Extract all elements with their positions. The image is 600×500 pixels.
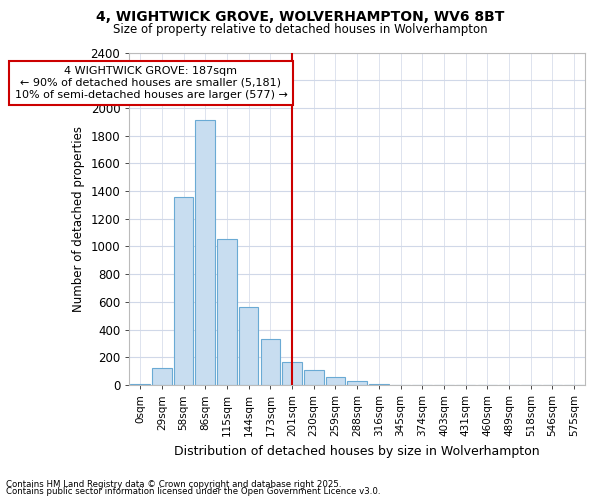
Bar: [196, 120, 215, 385]
Bar: [260, 338, 280, 385]
Bar: [217, 239, 237, 385]
Text: Contains HM Land Registry data © Crown copyright and database right 2025.: Contains HM Land Registry data © Crown c…: [6, 480, 341, 489]
Bar: [174, 198, 193, 385]
Bar: [282, 362, 302, 385]
Bar: [239, 308, 259, 385]
Bar: [304, 370, 323, 385]
Bar: [347, 381, 367, 385]
X-axis label: Distribution of detached houses by size in Wolverhampton: Distribution of detached houses by size …: [175, 444, 540, 458]
Bar: [130, 384, 150, 385]
Text: 4, WIGHTWICK GROVE, WOLVERHAMPTON, WV6 8BT: 4, WIGHTWICK GROVE, WOLVERHAMPTON, WV6 8…: [96, 10, 504, 24]
Text: Contains public sector information licensed under the Open Government Licence v3: Contains public sector information licen…: [6, 487, 380, 496]
Y-axis label: Number of detached properties: Number of detached properties: [72, 126, 85, 312]
Bar: [152, 368, 172, 385]
Text: 4 WIGHTWICK GROVE: 187sqm
← 90% of detached houses are smaller (5,181)
10% of se: 4 WIGHTWICK GROVE: 187sqm ← 90% of detac…: [14, 66, 287, 100]
Bar: [369, 384, 389, 385]
Bar: [326, 378, 345, 385]
Text: Size of property relative to detached houses in Wolverhampton: Size of property relative to detached ho…: [113, 22, 487, 36]
